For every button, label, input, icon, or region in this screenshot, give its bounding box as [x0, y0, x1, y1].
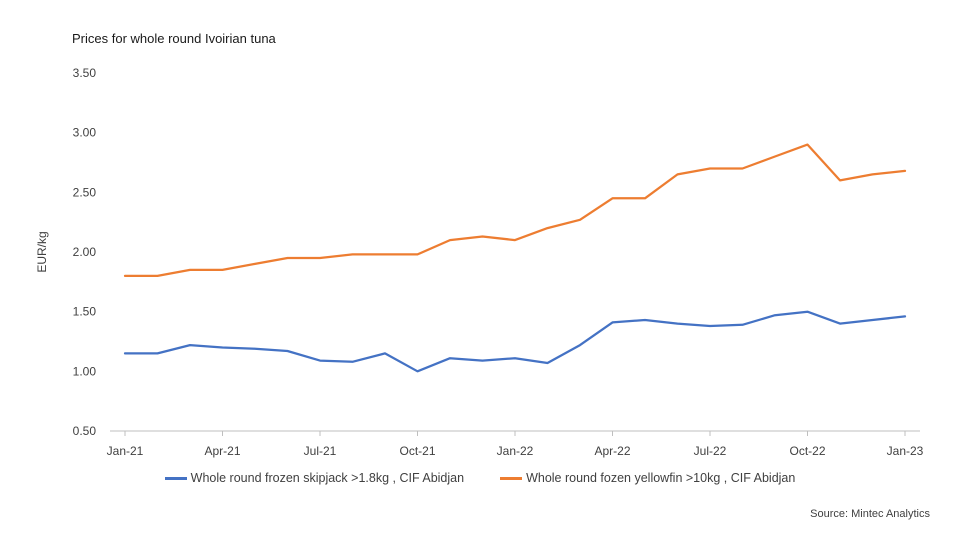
legend-label-yellowfin: Whole round fozen yellowfin >10kg , CIF …: [526, 471, 796, 485]
x-tick-label: Jul-22: [694, 444, 727, 458]
legend-label-skipjack: Whole round frozen skipjack >1.8kg , CIF…: [190, 471, 465, 485]
legend-item-yellowfin: Whole round fozen yellowfin >10kg , CIF …: [500, 471, 795, 485]
series-line-skipjack: [123, 310, 907, 373]
y-tick-label: 3.50: [73, 66, 97, 80]
y-axis-ticks: 0.50 1.00 1.50 2.00 2.50 3.00 3.50: [73, 66, 97, 438]
y-tick-label: 3.00: [73, 126, 97, 140]
x-tick-label: Apr-22: [594, 444, 630, 458]
legend-item-skipjack: Whole round frozen skipjack >1.8kg , CIF…: [164, 471, 465, 485]
x-tick-label: Jan-22: [497, 444, 534, 458]
x-tick-label: Jan-23: [887, 444, 924, 458]
legend-swatch-skipjack: [164, 476, 187, 480]
series-line-yellowfin: [123, 143, 907, 278]
chart-title: Prices for whole round Ivoirian tuna: [72, 31, 276, 46]
series-lines: [123, 143, 907, 373]
y-tick-label: 1.50: [73, 305, 97, 319]
x-axis: Jan-21 Apr-21 Jul-21 Oct-21 Jan-22 Apr-22 Jul-…: [107, 430, 924, 458]
x-tick-label: Apr-21: [204, 444, 240, 458]
legend-swatch-yellowfin: [500, 476, 523, 480]
x-tick-label: Oct-21: [399, 444, 435, 458]
y-tick-label: 2.50: [73, 185, 97, 199]
source-note: Source: Mintec Analytics: [810, 508, 930, 520]
x-tick-label: Oct-22: [789, 444, 825, 458]
y-tick-label: 1.00: [73, 364, 97, 378]
legend: Whole round frozen skipjack >1.8kg , CIF…: [0, 471, 960, 485]
x-tick-label: Jan-21: [107, 444, 144, 458]
x-tick-label: Jul-21: [304, 444, 337, 458]
y-tick-label: 0.50: [73, 424, 97, 438]
y-tick-label: 2.00: [73, 245, 97, 259]
